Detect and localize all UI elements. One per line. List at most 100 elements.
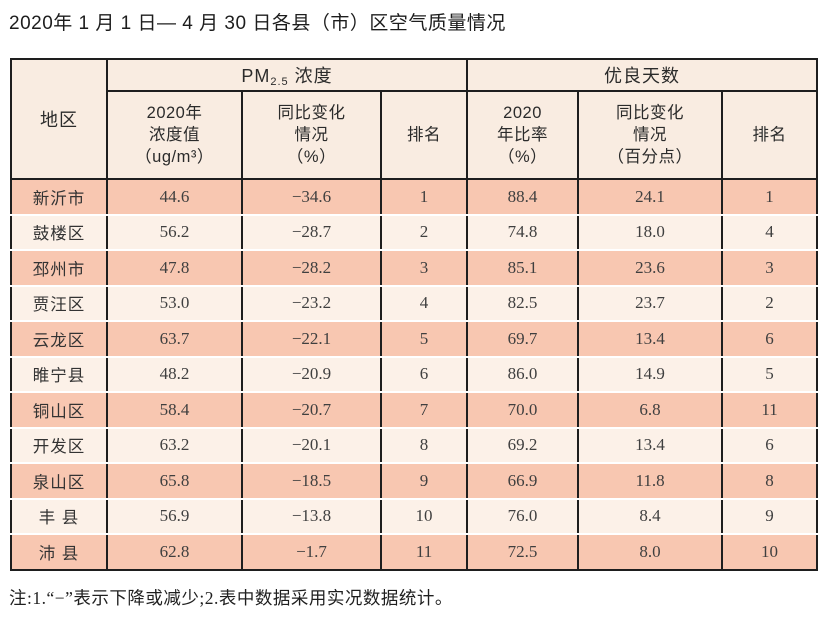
good-days-rate-cell: 88.4 [466,179,580,216]
table-row: 睢宁县 48.2 −20.9 6 86.0 14.9 5 [10,356,819,393]
pm25-label-subscript: 2.5 [270,76,289,88]
column-header-pm-change: 同比变化 情况 （%） [241,91,382,180]
good-days-rate-cell: 72.5 [466,534,580,571]
pm-change-cell: −23.2 [241,285,382,322]
header-sub-row: 2020年 浓度值 （ug/m³） 同比变化 情况 （%） 排名 2020 年比… [11,91,819,180]
good-days-rank-cell: 10 [721,534,819,571]
pm-rank-cell: 6 [379,356,469,393]
table-row: 沛 县 62.8 −1.7 11 72.5 8.0 10 [10,534,819,571]
good-days-rank-cell: 11 [721,392,819,429]
pm-rank-cell: 7 [379,392,469,429]
region-cell: 睢宁县 [10,356,108,393]
column-group-good-days: 优良天数 [466,59,819,92]
pm-concentration-cell: 44.6 [106,179,243,216]
pm-concentration-cell: 56.9 [106,498,243,535]
pm-rank-cell: 8 [379,427,469,464]
pm-change-cell: −20.9 [241,356,382,393]
pm-rank-cell: 5 [379,321,469,358]
pm-change-cell: −13.8 [241,498,382,535]
region-cell: 铜山区 [10,392,108,429]
good-days-change-cell: 8.0 [577,534,724,571]
pm-rank-cell: 10 [379,498,469,535]
good-days-change-cell: 8.4 [577,498,724,535]
column-header-region: 地区 [10,59,108,180]
good-days-rank-cell: 9 [721,498,819,535]
pm-concentration-cell: 47.8 [106,250,243,287]
good-days-change-cell: 23.6 [577,250,724,287]
pm-rank-cell: 4 [379,285,469,322]
pm25-label-prefix: PM [241,66,271,86]
good-days-change-cell: 13.4 [577,321,724,358]
table-row: 邳州市 47.8 −28.2 3 85.1 23.6 3 [10,250,819,287]
column-group-pm25: PM2.5 浓度 [105,59,469,92]
good-days-rate-cell: 69.7 [466,321,580,358]
table-row: 铜山区 58.4 −20.7 7 70.0 6.8 11 [10,392,819,429]
good-days-rate-cell: 76.0 [466,498,580,535]
air-quality-table: 地区 PM2.5 浓度 优良天数 2020年 浓度值 （ug/m³） 同比变化 … [10,58,819,571]
region-cell: 新沂市 [10,179,108,216]
table-row: 鼓楼区 56.2 −28.7 2 74.8 18.0 4 [10,214,819,251]
pm-rank-cell: 9 [379,463,469,500]
good-days-rate-cell: 85.1 [466,250,580,287]
good-days-rank-cell: 6 [721,427,819,464]
table-body: 新沂市 44.6 −34.6 1 88.4 24.1 1 鼓楼区 56.2 −2… [10,179,819,571]
region-cell: 泉山区 [10,463,108,500]
header-group-row: 地区 PM2.5 浓度 优良天数 [10,59,819,180]
table-header: 地区 PM2.5 浓度 优良天数 2020年 浓度值 （ug/m³） 同比变化 … [10,59,819,180]
good-days-change-cell: 24.1 [577,179,724,216]
pm-change-cell: −18.5 [241,463,382,500]
good-days-rank-cell: 6 [721,321,819,358]
good-days-change-cell: 23.7 [577,285,724,322]
pm-concentration-cell: 53.0 [106,285,243,322]
good-days-change-cell: 14.9 [577,356,724,393]
region-cell: 开发区 [10,427,108,464]
good-days-rate-cell: 69.2 [466,427,580,464]
good-days-rate-cell: 74.8 [466,214,580,251]
table-row: 云龙区 63.7 −22.1 5 69.7 13.4 6 [10,321,819,358]
pm25-label-suffix: 浓度 [288,66,333,86]
column-header-good-change: 同比变化 情况 （百分点） [577,91,724,180]
good-days-rank-cell: 4 [721,214,819,251]
page-title: 2020年 1 月 1 日— 4 月 30 日各县（市）区空气质量情况 [9,13,506,34]
pm-rank-cell: 3 [379,250,469,287]
region-cell: 贾汪区 [10,285,108,322]
good-days-rate-cell: 86.0 [466,356,580,393]
pm-change-cell: −28.7 [241,214,382,251]
good-days-rate-cell: 70.0 [466,392,580,429]
column-header-good-rate: 2020 年比率 （%） [466,91,580,180]
region-cell: 沛 县 [10,534,108,571]
column-header-good-rank: 排名 [721,91,819,180]
pm-rank-cell: 1 [379,179,469,216]
pm-change-cell: −34.6 [241,179,382,216]
column-header-pm-rank: 排名 [379,91,469,180]
good-days-change-cell: 6.8 [577,392,724,429]
pm-rank-cell: 2 [379,214,469,251]
table-row: 贾汪区 53.0 −23.2 4 82.5 23.7 2 [10,285,819,322]
good-days-rank-cell: 1 [721,179,819,216]
pm-concentration-cell: 56.2 [106,214,243,251]
pm-concentration-cell: 65.8 [106,463,243,500]
table-row: 泉山区 65.8 −18.5 9 66.9 11.8 8 [10,463,819,500]
pm-change-cell: −22.1 [241,321,382,358]
pm-concentration-cell: 58.4 [106,392,243,429]
good-days-change-cell: 13.4 [577,427,724,464]
table-row: 丰 县 56.9 −13.8 10 76.0 8.4 9 [10,498,819,535]
pm-change-cell: −28.2 [241,250,382,287]
table-row: 新沂市 44.6 −34.6 1 88.4 24.1 1 [10,179,819,216]
region-cell: 丰 县 [10,498,108,535]
pm-change-cell: −1.7 [241,534,382,571]
pm-rank-cell: 11 [379,534,469,571]
pm-concentration-cell: 63.7 [106,321,243,358]
column-header-pm-value: 2020年 浓度值 （ug/m³） [106,91,243,180]
pm-concentration-cell: 48.2 [106,356,243,393]
pm-concentration-cell: 63.2 [106,427,243,464]
good-days-rank-cell: 3 [721,250,819,287]
good-days-rate-cell: 82.5 [466,285,580,322]
good-days-change-cell: 18.0 [577,214,724,251]
pm-change-cell: −20.7 [241,392,382,429]
region-cell: 鼓楼区 [10,214,108,251]
table-row: 开发区 63.2 −20.1 8 69.2 13.4 6 [10,427,819,464]
good-days-rank-cell: 2 [721,285,819,322]
good-days-rate-cell: 66.9 [466,463,580,500]
